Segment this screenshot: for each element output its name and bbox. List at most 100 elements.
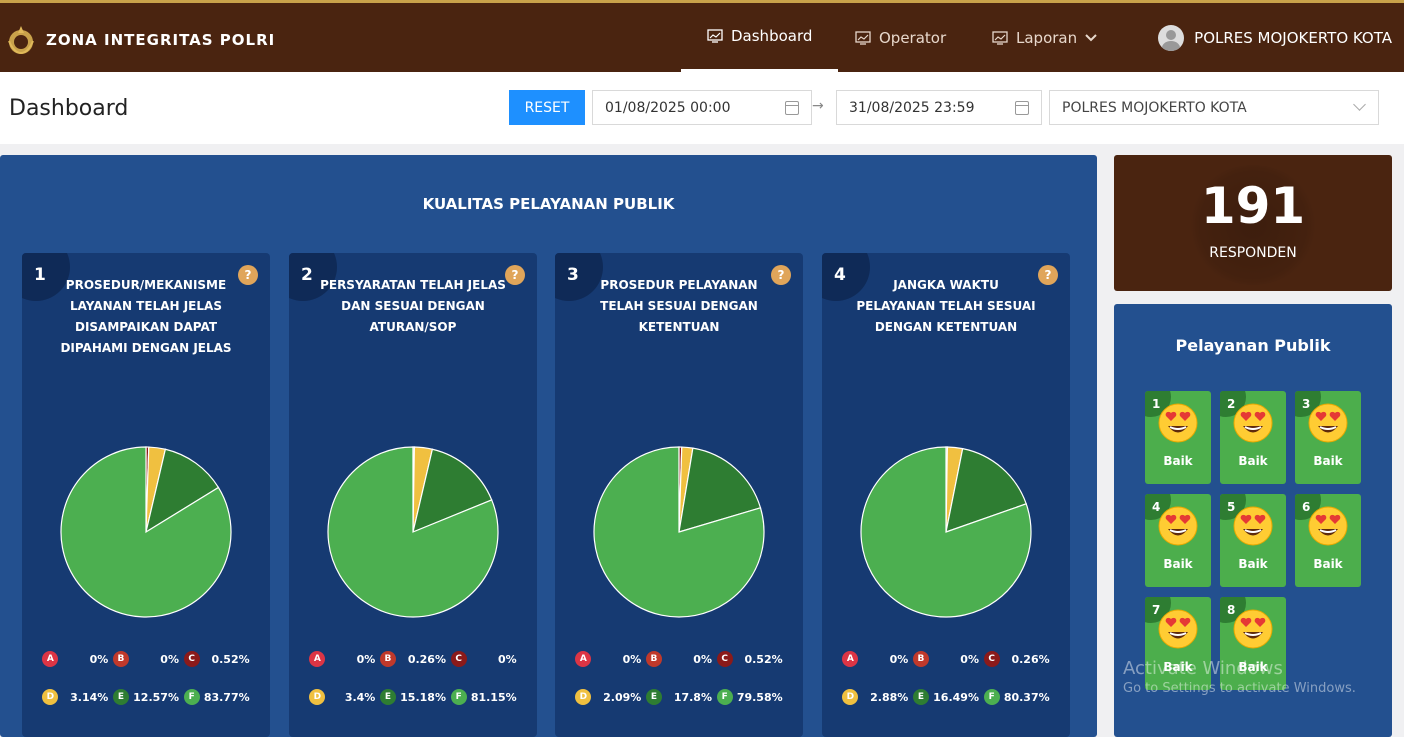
brand-name: ZONA INTEGRITAS POLRI xyxy=(46,31,276,49)
brand[interactable]: ZONA INTEGRITAS POLRI xyxy=(4,23,275,57)
respondent-card: 191 RESPONDEN xyxy=(1114,155,1392,291)
legend-item-a: A 0% xyxy=(575,651,641,667)
legend-row: A 0% B 0% C 0.52% xyxy=(555,651,803,667)
reset-button[interactable]: RESET xyxy=(509,90,585,125)
service-tile[interactable]: 1 Baik xyxy=(1145,391,1211,484)
legend-dot: F xyxy=(983,689,1000,705)
tile-number: 4 xyxy=(1152,500,1161,514)
legend-dot: E xyxy=(912,689,929,705)
legend-value: 83.77% xyxy=(203,690,250,704)
help-icon[interactable]: ? xyxy=(238,265,258,285)
service-tile[interactable]: 6 Baik xyxy=(1295,494,1361,587)
pie-slice-f[interactable] xyxy=(860,446,1032,618)
tile-number: 8 xyxy=(1227,603,1236,617)
legend-value: 0% xyxy=(497,652,517,666)
service-tile[interactable]: 2 Baik xyxy=(1220,391,1286,484)
service-tile[interactable]: 7 Baik xyxy=(1145,597,1211,690)
date-from-field[interactable]: 01/08/2025 00:00 xyxy=(592,90,812,125)
pie-slice-f[interactable] xyxy=(327,446,499,618)
tile-label: Baik xyxy=(1238,660,1268,674)
legend-row: A 0% B 0% C 0.52% xyxy=(22,651,270,667)
service-tile[interactable]: 3 Baik xyxy=(1295,391,1361,484)
legend-item-b: B 0.26% xyxy=(379,651,446,667)
pie-slice-e[interactable] xyxy=(678,447,762,533)
legend-item-f: F 79.58% xyxy=(716,689,783,705)
heart-eyes-emoji-icon xyxy=(1233,506,1273,546)
legend-dot: D xyxy=(309,689,326,705)
user-menu[interactable]: POLRES MOJOKERTO KOTA xyxy=(1158,25,1392,51)
question-card: 1? PROSEDUR/MEKANISME LAYANAN TELAH JELAS… xyxy=(22,253,270,737)
heart-eyes-emoji-icon xyxy=(1158,609,1198,649)
pie-chart xyxy=(327,446,499,618)
legend-value: 0% xyxy=(693,652,712,666)
legend-dot: C xyxy=(450,651,467,667)
legend-dot: E xyxy=(645,689,662,705)
tile-label: Baik xyxy=(1313,557,1343,571)
legend-item-e: E 12.57% xyxy=(112,689,179,705)
nav-laporan-label: Laporan xyxy=(1016,28,1078,47)
pie-slice-e[interactable] xyxy=(412,448,493,533)
legend-value: 79.58% xyxy=(736,690,783,704)
tile-label: Baik xyxy=(1163,557,1193,571)
legend-row: A 0% B 0% C 0.26% xyxy=(822,651,1070,667)
tile-label: Baik xyxy=(1163,454,1193,468)
question-number: 3 xyxy=(567,265,579,285)
legend-dot: F xyxy=(716,689,733,705)
heart-eyes-emoji-icon xyxy=(1308,506,1348,546)
question-title: PROSEDUR PELAYANAN TELAH SESUAI DENGAN K… xyxy=(600,278,758,334)
service-tile[interactable]: 4 Baik xyxy=(1145,494,1211,587)
question-title: PROSEDUR/MEKANISME LAYANAN TELAH JELAS D… xyxy=(60,278,232,355)
legend-item-a: A 0% xyxy=(309,651,375,667)
legend-value: 80.37% xyxy=(1003,690,1050,704)
nav-dashboard[interactable]: Dashboard xyxy=(681,3,839,72)
chart-monitor-icon xyxy=(992,30,1008,45)
date-to-field[interactable]: 31/08/2025 23:59 xyxy=(836,90,1042,125)
service-tile[interactable]: 8 Baik xyxy=(1220,597,1286,690)
unit-select[interactable]: POLRES MOJOKERTO KOTA xyxy=(1049,90,1379,125)
legend-value: 0.26% xyxy=(407,652,446,666)
legend-item-f: F 81.15% xyxy=(450,689,517,705)
legend-dot: B xyxy=(379,651,396,667)
question-number: 4 xyxy=(834,265,846,285)
service-tile[interactable]: 5 Baik xyxy=(1220,494,1286,587)
help-icon[interactable]: ? xyxy=(771,265,791,285)
nav-dashboard-label: Dashboard xyxy=(731,27,813,45)
legend-value: 0% xyxy=(889,652,909,666)
nav-laporan[interactable]: Laporan xyxy=(966,3,1123,72)
calendar-icon xyxy=(1015,101,1029,115)
legend-value: 2.88% xyxy=(870,690,909,704)
chevron-down-icon xyxy=(1353,98,1366,111)
legend-item-c: C 0% xyxy=(450,651,517,667)
legend-row: A 0% B 0.26% C 0% xyxy=(289,651,537,667)
windows-activation-watermark: Activate Windows Go to Settings to activ… xyxy=(1123,658,1356,696)
legend-value: 0.26% xyxy=(1011,652,1050,666)
legend-dot: B xyxy=(645,651,662,667)
legend-dot: A xyxy=(309,651,326,667)
legend-row: D 2.09% E 17.8% F 79.58% xyxy=(555,689,803,705)
question-card: 4? JANGKA WAKTU PELAYANAN TELAH SESUAI DE… xyxy=(822,253,1070,737)
avatar xyxy=(1158,25,1185,51)
help-icon[interactable]: ? xyxy=(1038,265,1058,285)
pie-slice-f[interactable] xyxy=(60,446,232,618)
legend-row: D 3.4% E 15.18% F 81.15% xyxy=(289,689,537,705)
pie-slice-f[interactable] xyxy=(593,446,765,618)
pie-slice-e[interactable] xyxy=(945,447,1027,533)
legend-dot: A xyxy=(842,651,859,667)
tile-number: 6 xyxy=(1302,500,1311,514)
respondent-count: 191 xyxy=(1200,177,1306,235)
pie-chart xyxy=(860,446,1032,618)
legend-dot: F xyxy=(183,689,200,705)
legend-dot: D xyxy=(842,689,859,705)
chart-monitor-icon xyxy=(707,29,723,43)
nav-operator[interactable]: Operator xyxy=(829,3,972,72)
legend-value: 0% xyxy=(89,652,109,666)
legend-item-c: C 0.52% xyxy=(183,651,250,667)
legend-item-e: E 15.18% xyxy=(379,689,446,705)
help-icon[interactable]: ? xyxy=(505,265,525,285)
legend-dot: A xyxy=(42,651,59,667)
quality-panel: KUALITAS PELAYANAN PUBLIK 1? PROSEDUR/MEK… xyxy=(0,155,1097,737)
pie-slice-e[interactable] xyxy=(145,448,220,534)
unit-select-value: POLRES MOJOKERTO KOTA xyxy=(1062,100,1247,116)
question-card: 3? PROSEDUR PELAYANAN TELAH SESUAI DENGAN… xyxy=(555,253,803,737)
legend-dot: F xyxy=(450,689,467,705)
